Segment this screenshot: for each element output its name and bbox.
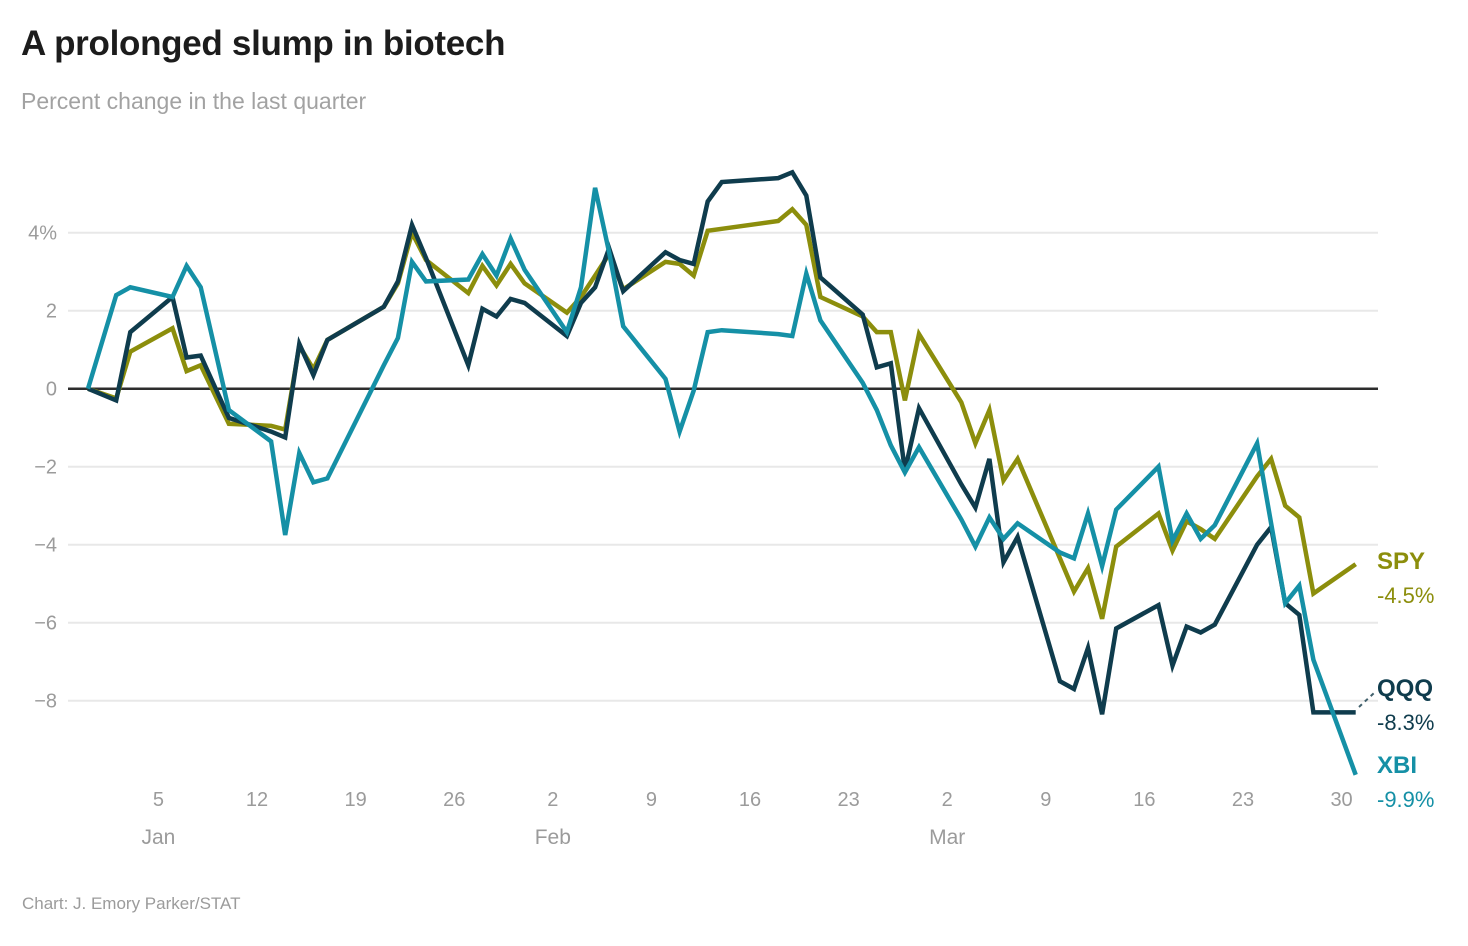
- x-month-label: Feb: [535, 826, 571, 849]
- x-tick-label: 9: [1040, 789, 1051, 811]
- y-tick-label: 0: [46, 379, 57, 401]
- x-month-label: Jan: [141, 826, 175, 849]
- x-tick-label: 2: [942, 789, 953, 811]
- legend-label-spy: SPY: [1377, 548, 1426, 575]
- x-tick-label: 12: [246, 789, 268, 811]
- legend-item-spy: SPY -4.5%: [1377, 550, 1434, 607]
- y-tick-label: −8: [34, 691, 57, 713]
- x-tick-label: 26: [443, 789, 465, 811]
- y-tick-label: 4%: [28, 223, 57, 245]
- x-tick-label: 9: [646, 789, 657, 811]
- x-tick-label: 23: [837, 789, 859, 811]
- legend-label-xbi: XBI: [1377, 752, 1418, 779]
- chart-credit: Chart: J. Emory Parker/STAT: [22, 894, 241, 913]
- y-tick-label: −4: [34, 535, 57, 557]
- x-tick-label: 23: [1232, 789, 1254, 811]
- x-month-label: Mar: [929, 826, 965, 849]
- x-tick-label: 19: [344, 789, 366, 811]
- series-line-spy: [87, 206, 1357, 620]
- y-tick-label: −6: [34, 613, 57, 635]
- qqq-leader-line: [1358, 692, 1375, 708]
- y-tick-label: −2: [34, 457, 57, 479]
- page-subtitle: Percent change in the last quarter: [21, 88, 367, 114]
- x-tick-label: 30: [1330, 789, 1352, 811]
- x-tick-label: 5: [153, 789, 164, 811]
- series-line-xbi: [85, 187, 1358, 776]
- x-tick-label: 2: [547, 789, 558, 811]
- x-tick-label: 16: [1133, 789, 1155, 811]
- x-tick-label: 16: [739, 789, 761, 811]
- legend-value-spy: -4.5%: [1377, 583, 1435, 608]
- legend-value-qqq: -8.3%: [1377, 710, 1435, 735]
- series-line-qqq: [87, 169, 1356, 715]
- legend-item-xbi: XBI -9.9%: [1377, 754, 1434, 811]
- y-tick-label: 2: [46, 301, 57, 323]
- legend-item-qqq: QQQ -8.3%: [1377, 677, 1434, 734]
- page-title: A prolonged slump in biotech: [21, 24, 506, 63]
- legend-value-xbi: -9.9%: [1377, 787, 1435, 812]
- legend-label-qqq: QQQ: [1377, 675, 1434, 702]
